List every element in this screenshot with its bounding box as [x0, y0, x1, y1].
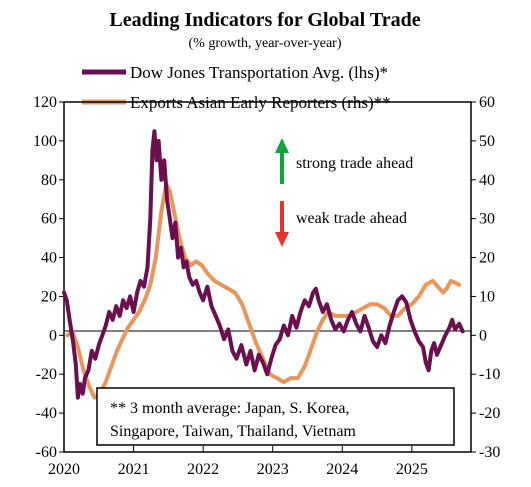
y-right-tick-label: 60	[479, 94, 495, 111]
plot-frame	[63, 101, 472, 453]
x-axis: 2020 2021 2022 2023 2024 2025	[48, 446, 428, 478]
y-left-tick-label: 100	[33, 133, 57, 150]
legend: Dow Jones Transportation Avg. (lhs)* Exp…	[82, 63, 391, 112]
up-arrow-icon	[275, 138, 289, 184]
y-left-tick-label: -40	[36, 405, 57, 422]
x-tick-label: 2025	[396, 461, 428, 478]
series-exports-line	[65, 181, 462, 400]
y-left-tick-label: 80	[41, 172, 57, 189]
annotation-weak-trade: weak trade ahead	[296, 210, 407, 227]
y-left-tick-label: -20	[36, 366, 57, 383]
y-left-tick-label: 120	[33, 94, 57, 111]
chart-subtitle: (% growth, year-over-year)	[189, 36, 342, 51]
chart-title: Leading Indicators for Global Trade	[109, 9, 420, 31]
footnote-box	[96, 387, 455, 446]
footnote: ** 3 month average: Japan, S. Korea, Sin…	[96, 387, 455, 446]
y-axis-right: -30 -20 -10 0 10 20 30 40 50 60	[471, 94, 500, 461]
y-right-tick-label: 40	[479, 172, 495, 189]
x-tick-label: 2023	[257, 461, 289, 478]
y-axis-left: -60 -40 -20 0 20 40 60 80 100 120	[33, 94, 64, 461]
y-right-tick-label: 0	[479, 327, 487, 344]
series-layer	[62, 129, 465, 400]
legend-label-dow-jones: Dow Jones Transportation Avg. (lhs)*	[130, 63, 388, 82]
annotations: strong trade ahead weak trade ahead	[275, 138, 413, 247]
y-right-tick-label: -20	[479, 405, 500, 422]
footnote-line-1: ** 3 month average: Japan, S. Korea,	[110, 400, 349, 417]
y-left-tick-label: 0	[49, 327, 57, 344]
series-dow-jones-line	[62, 129, 465, 400]
y-right-tick-label: 50	[479, 133, 495, 150]
x-tick-label: 2021	[118, 461, 150, 478]
y-right-tick-label: 10	[479, 288, 495, 305]
down-arrow-icon	[275, 201, 289, 247]
x-tick-label: 2024	[326, 461, 358, 478]
x-tick-label: 2020	[48, 461, 80, 478]
y-left-tick-label: 20	[41, 288, 57, 305]
annotation-strong-trade: strong trade ahead	[296, 155, 413, 172]
footnote-line-2: Singapore, Taiwan, Thailand, Vietnam	[110, 423, 356, 440]
y-left-tick-label: 60	[41, 211, 57, 228]
y-right-tick-label: 20	[479, 250, 495, 267]
y-left-tick-label: -60	[36, 444, 57, 461]
y-right-tick-label: 30	[479, 211, 495, 228]
y-left-tick-label: 40	[41, 250, 57, 267]
y-right-tick-label: -10	[479, 366, 500, 383]
x-tick-label: 2022	[187, 461, 219, 478]
y-right-tick-label: -30	[479, 444, 500, 461]
